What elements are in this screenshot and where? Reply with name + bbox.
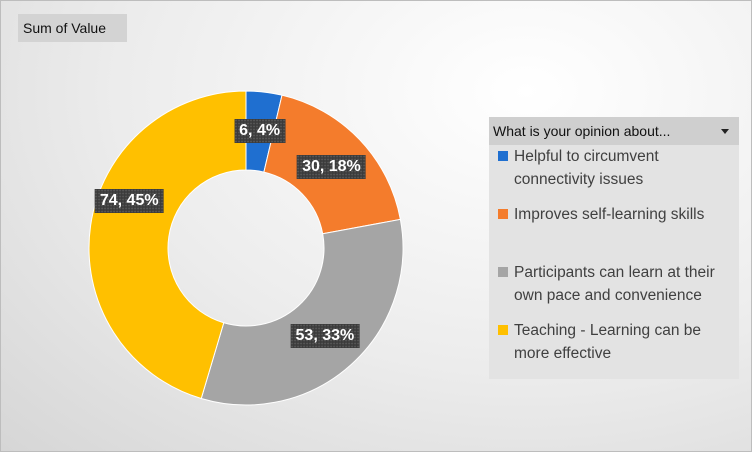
legend-label: Participants can learn at their own pace… [514,264,715,304]
legend-swatch [498,209,508,219]
legend-item: Helpful to circumvent connectivity issue… [498,145,736,203]
legend-label: Helpful to circumvent connectivity issue… [514,148,659,188]
legend-item: Improves self-learning skills [498,203,736,261]
data-label: 74, 45% [94,189,164,213]
legend-item: Teaching - Learning can be more effectiv… [498,319,736,365]
legend-swatch [498,151,508,161]
sum-of-value-field-button[interactable]: Sum of Value [18,14,127,42]
legend-filter-dropdown[interactable]: What is your opinion about... [489,117,739,145]
legend-item: Participants can learn at their own pace… [498,261,736,319]
doughnut-slice[interactable] [88,90,247,400]
data-label: 6, 4% [234,118,286,143]
legend-title: What is your opinion about... [493,123,671,139]
legend-swatch [498,267,508,277]
legend-label: Improves self-learning skills [514,206,705,223]
legend-label: Teaching - Learning can be more effectiv… [514,322,701,362]
dropdown-arrow-icon[interactable] [721,129,729,134]
doughnut-slice[interactable] [200,218,404,406]
legend-swatch [498,325,508,335]
data-label: 30, 18% [297,154,366,179]
data-label: 53, 33% [290,323,360,348]
legend: What is your opinion about... Helpful to… [489,117,739,379]
